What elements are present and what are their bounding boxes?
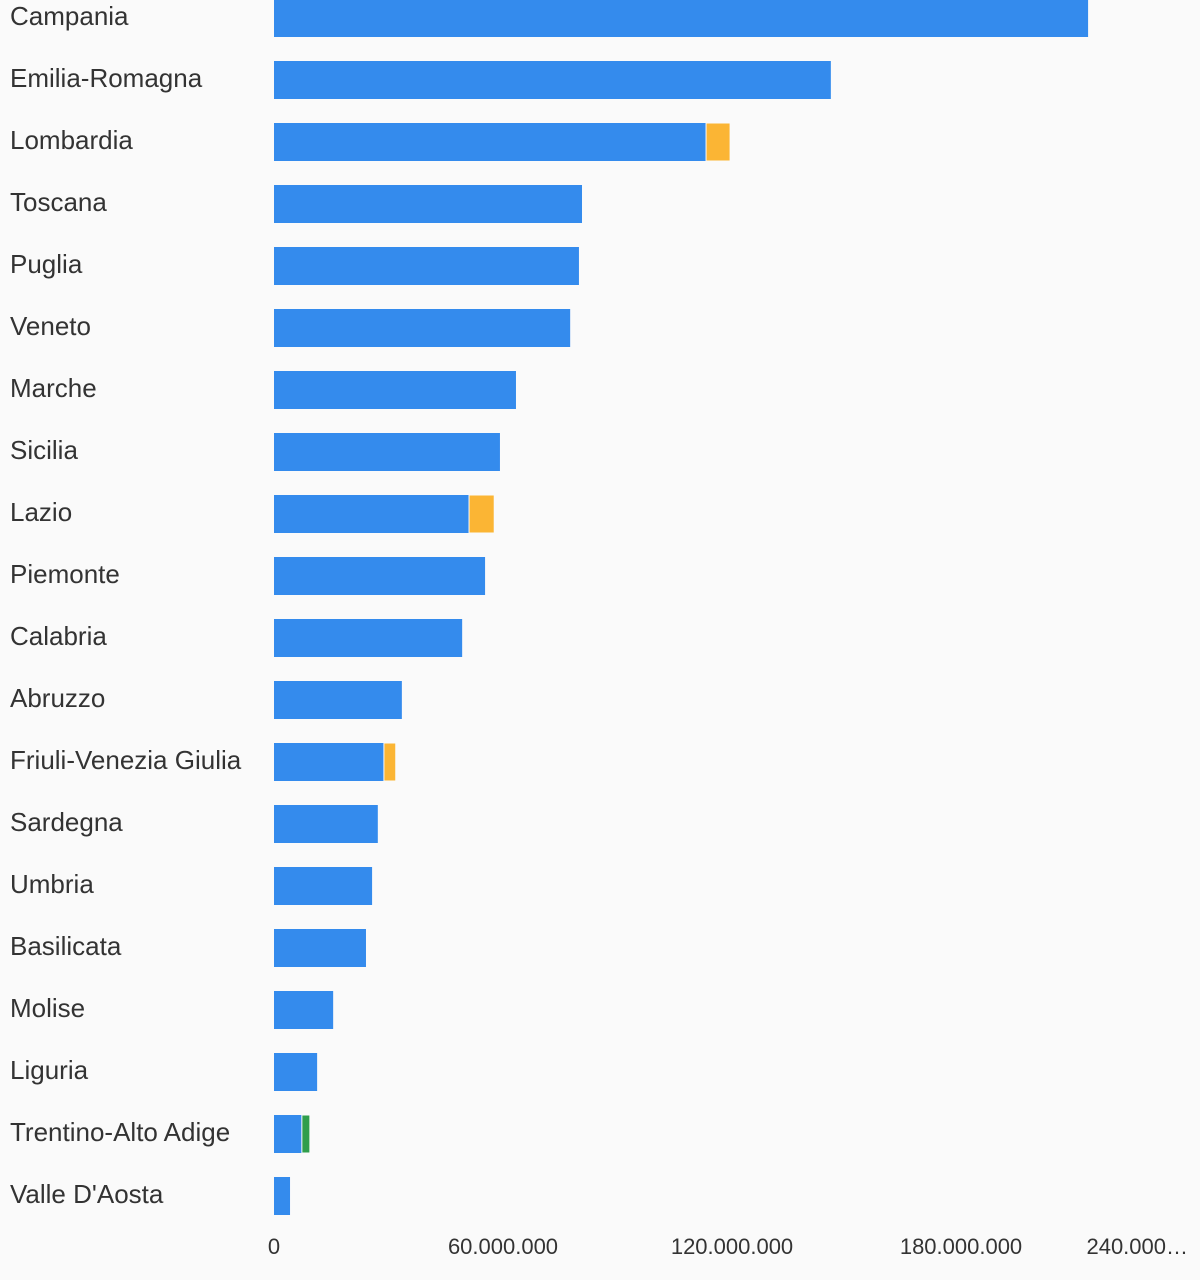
- category-label: Calabria: [10, 621, 107, 651]
- category-label: Abruzzo: [10, 683, 105, 713]
- bar-segment: [274, 309, 571, 347]
- category-label: Puglia: [10, 249, 83, 279]
- bar-segment: [274, 495, 470, 533]
- category-label: Basilicata: [10, 931, 122, 961]
- bar-segment: [274, 557, 486, 595]
- category-label: Marche: [10, 373, 97, 403]
- bar-segment: [274, 743, 384, 781]
- category-label: Friuli-Venezia Giulia: [10, 745, 242, 775]
- category-label: Sardegna: [10, 807, 123, 837]
- category-label: Liguria: [10, 1055, 89, 1085]
- bar-segment: [274, 681, 402, 719]
- category-label: Molise: [10, 993, 85, 1023]
- bar-segment: [274, 0, 1089, 37]
- bar-segment: [274, 619, 463, 657]
- bar-segment: [274, 185, 583, 223]
- category-label: Sicilia: [10, 435, 78, 465]
- bar-segment: [274, 991, 334, 1029]
- x-tick-label: 60.000.000: [448, 1234, 558, 1259]
- bar-segment: [705, 122, 731, 162]
- category-label: Lombardia: [10, 125, 133, 155]
- bar-segment: [301, 1114, 311, 1154]
- category-label: Trentino-Alto Adige: [10, 1117, 230, 1147]
- x-tick-label: 120.000.000: [671, 1234, 793, 1259]
- bar-segment: [274, 1177, 291, 1215]
- category-label: Emilia-Romagna: [10, 63, 203, 93]
- category-label: Lazio: [10, 497, 72, 527]
- bar-segment: [274, 929, 366, 967]
- bar-segment: [383, 742, 397, 782]
- bar-segment: [274, 433, 500, 471]
- x-tick-label: 240.000…: [1086, 1234, 1188, 1259]
- bar-segment: [274, 61, 831, 99]
- bar-segment: [274, 247, 579, 285]
- x-tick-label: 0: [268, 1234, 280, 1259]
- category-label: Campania: [10, 1, 129, 31]
- category-label: Toscana: [10, 187, 107, 217]
- bar-segment: [274, 123, 707, 161]
- category-label: Veneto: [10, 311, 91, 341]
- bar-segment: [274, 867, 373, 905]
- x-tick-label: 180.000.000: [900, 1234, 1022, 1259]
- category-label: Umbria: [10, 869, 94, 899]
- bar-segment: [274, 371, 516, 409]
- bar-segment: [274, 1053, 318, 1091]
- bar-segment: [468, 494, 495, 534]
- category-label: Piemonte: [10, 559, 120, 589]
- bar-segment: [274, 1115, 302, 1153]
- bar-segment: [274, 805, 378, 843]
- category-label: Valle D'Aosta: [10, 1179, 164, 1209]
